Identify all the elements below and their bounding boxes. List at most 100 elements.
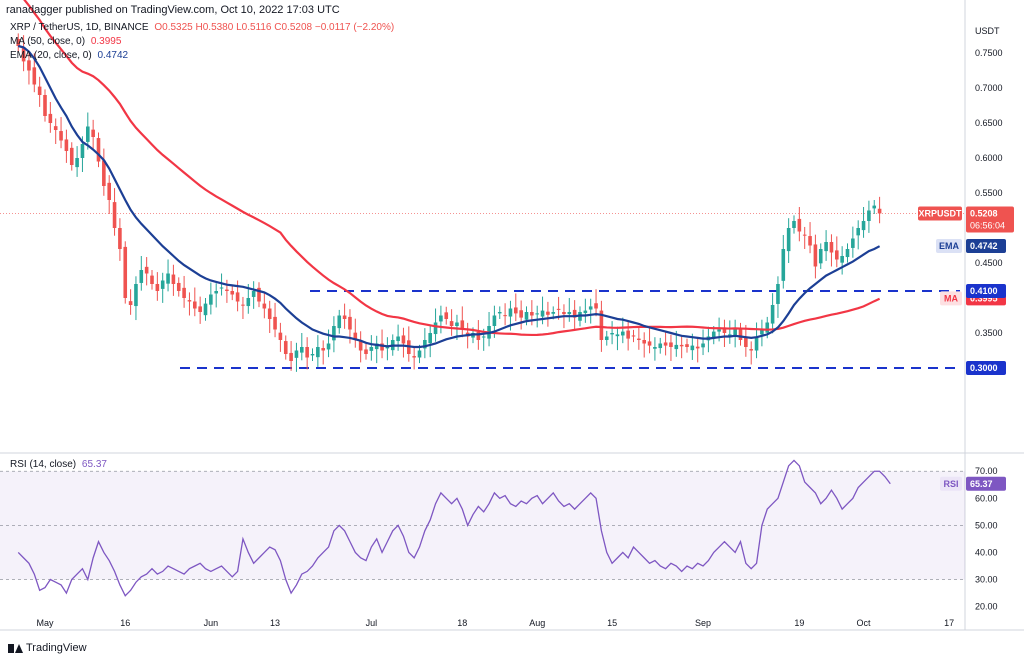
candle-body	[444, 312, 449, 319]
candle-body	[348, 316, 352, 330]
candle-body	[797, 218, 802, 232]
candle-body	[86, 126, 90, 142]
price-tick-label: 0.6500	[975, 118, 1003, 128]
candle-body	[503, 315, 507, 317]
price-tag-value-box	[966, 206, 1014, 233]
candle-body	[610, 333, 614, 335]
ohlc-values: O0.5325 H0.5380 L0.5116 C0.5208 −0.0117 …	[154, 22, 395, 33]
ma-line	[23, 0, 881, 337]
candle-body	[722, 327, 727, 333]
ema-legend-value: 0.4742	[97, 50, 129, 61]
chart-grid	[0, 0, 1024, 631]
candle-body	[155, 284, 160, 291]
level-tag-0300: 0.3000	[966, 361, 1006, 375]
candle-body	[492, 315, 497, 326]
candle-body	[262, 303, 267, 309]
candle-body	[674, 344, 679, 350]
rsi-legend-value: 65.37	[81, 459, 107, 470]
candle-body	[37, 86, 42, 95]
price-tick-label: 0.6000	[975, 153, 1003, 163]
time-tick-label: Jul	[366, 618, 378, 628]
candle-body	[171, 274, 176, 284]
chart-axes: USDT0.75000.70000.65000.60000.55000.5000…	[36, 26, 1002, 628]
price-pane	[0, 0, 965, 372]
candle-body	[481, 336, 486, 338]
time-tick-label: 15	[607, 618, 617, 628]
candle-body	[374, 343, 379, 350]
rsi-tag-value: 65.37	[970, 479, 993, 489]
candle-body	[64, 139, 69, 151]
rsi-legend-label: RSI (14, close)	[10, 459, 77, 470]
candle-body	[647, 341, 652, 346]
candle-body	[16, 39, 21, 46]
candle-body	[230, 291, 235, 295]
candle-body	[861, 221, 866, 231]
candle-body	[401, 335, 406, 344]
candle-body	[417, 350, 422, 358]
ma-name: MA	[944, 293, 958, 303]
candle-body	[813, 244, 818, 267]
ma-tag-name: MA	[940, 291, 962, 306]
candle-body	[845, 249, 850, 258]
time-tick-label: 18	[457, 618, 467, 628]
candle-body	[214, 291, 218, 294]
candle-body	[802, 234, 807, 236]
candle-body	[835, 250, 839, 260]
candle-body	[792, 221, 796, 228]
candle-body	[278, 332, 283, 340]
candle-body	[176, 282, 181, 291]
ma-name-box	[940, 291, 962, 306]
price-tag-label: XRPUSDT	[918, 208, 962, 218]
time-tick-label: 16	[120, 618, 130, 628]
price-tag-label-box	[918, 206, 962, 221]
candle-body	[530, 312, 534, 316]
rsi-name-box	[940, 476, 962, 491]
candle-body	[198, 306, 202, 312]
candle-body	[551, 312, 556, 314]
candle-body	[321, 348, 325, 351]
candle-body	[685, 344, 689, 347]
candle-body	[519, 310, 523, 318]
time-tick-label: Jun	[204, 618, 219, 628]
candle-body	[139, 270, 144, 283]
candle-body	[701, 343, 705, 348]
candle-body	[433, 322, 438, 335]
candle-body	[107, 182, 111, 200]
candle-body	[460, 320, 465, 330]
candle-body	[27, 60, 31, 71]
candle-body	[326, 343, 331, 350]
candle-body	[514, 307, 518, 314]
candle-body	[257, 287, 261, 302]
candle-body	[711, 331, 716, 339]
price-tick-label: 0.7000	[975, 83, 1003, 93]
candle-body	[524, 312, 529, 320]
ema-legend-label: EMA (20, close, 0)	[10, 50, 92, 61]
symbol-title: XRP / TetherUS, 1D, BINANCE	[10, 22, 149, 33]
candle-body	[337, 315, 342, 329]
candle-body	[615, 334, 620, 337]
candle-body	[144, 266, 149, 274]
price-tick-label: 0.4500	[975, 258, 1003, 268]
published-header: ranadagger published on TradingView.com,…	[6, 4, 340, 16]
rsi-tag: 65.37	[966, 476, 1006, 491]
candle-body	[829, 242, 834, 253]
price-tick-label: 0.5500	[975, 188, 1003, 198]
candle-body	[818, 249, 823, 264]
candle-body	[289, 352, 293, 361]
candle-body	[449, 321, 454, 326]
candle-body	[59, 131, 63, 141]
candle-body	[166, 273, 170, 284]
tradingview-logo[interactable]: TradingView	[8, 642, 87, 654]
candle-body	[21, 47, 26, 62]
candle-body	[112, 202, 117, 228]
rsi-legend: RSI (14, close) 65.37	[10, 459, 107, 470]
candle-body	[717, 329, 721, 332]
price-tag-time: 06:56:04	[970, 220, 1005, 230]
time-tick-label: Sep	[695, 618, 711, 628]
ma-legend-value: 0.3995	[90, 36, 122, 47]
candle-body	[588, 306, 593, 310]
rsi-tick-label: 50.00	[975, 520, 998, 530]
candle-body	[824, 242, 828, 252]
candle-body	[96, 138, 101, 162]
